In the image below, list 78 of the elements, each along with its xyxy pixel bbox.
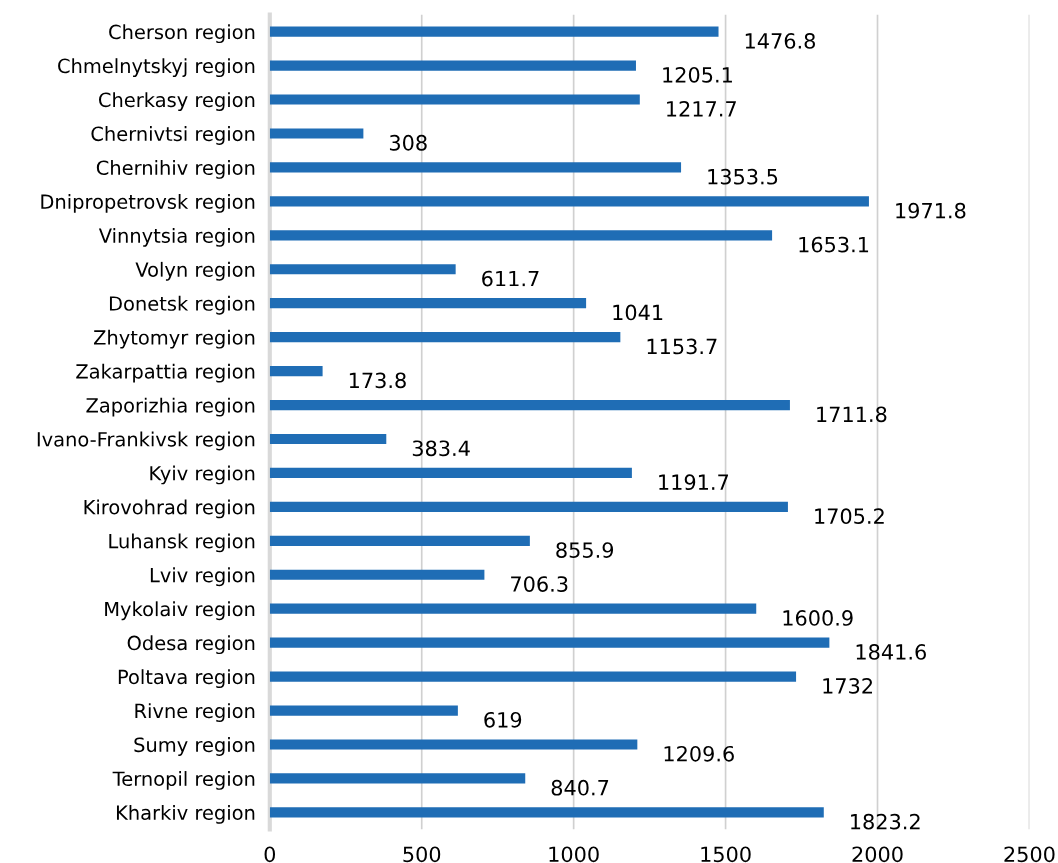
data-label: 1841.6 [856, 644, 926, 660]
x-tick-label: 1000 [549, 846, 599, 863]
bar [269, 399, 790, 411]
bar [269, 569, 485, 580]
bar [269, 807, 824, 818]
y-tick-label: Luhansk region [109, 533, 255, 553]
y-tick-label: Lviv region [150, 567, 255, 587]
x-tick-label: 500 [403, 846, 441, 863]
y-tick-label: Kharkiv region [116, 804, 255, 824]
data-label: 1217.7 [667, 100, 736, 117]
bar [269, 230, 773, 241]
y-tick-label: Vinnytsia region [98, 227, 255, 247]
bar [269, 433, 387, 445]
data-label: 1711.8 [817, 406, 887, 423]
y-tick-label: Kyiv region [150, 465, 255, 485]
data-label: 1971.8 [896, 202, 966, 219]
data-label: 308 [389, 134, 427, 151]
y-tick-label: Poltava region [118, 669, 255, 689]
y-tick-label: Dnipropetrovsk region [41, 193, 255, 213]
bar [269, 467, 632, 479]
x-tick-label: 1500 [701, 846, 751, 863]
y-tick-label: Chernivtsi region [91, 126, 255, 145]
y-tick-label: Rivne region [135, 703, 255, 722]
x-tick-label: 2000 [852, 846, 903, 863]
data-label: 1041 [613, 304, 663, 321]
data-label: 1732 [823, 677, 872, 694]
bar [269, 535, 530, 546]
bar [269, 705, 458, 716]
bar [269, 739, 638, 750]
bar [269, 26, 719, 37]
y-tick-label: Kirovohrad region [84, 499, 255, 519]
data-label: 383.4 [412, 440, 470, 457]
data-label: 1653.1 [799, 236, 869, 253]
data-label: 1476.8 [745, 33, 815, 49]
data-label: 840.7 [551, 779, 609, 796]
bar [269, 773, 526, 784]
bar [269, 501, 788, 512]
bar [269, 332, 621, 343]
y-tick-label: Ternopil region [112, 771, 255, 790]
bar [269, 196, 869, 207]
data-label: 1205.1 [663, 66, 732, 83]
data-label: 1823.2 [851, 813, 920, 830]
bar [269, 60, 636, 71]
data-label: 1705.2 [815, 508, 884, 525]
y-tick-label: Zakarpattia region [76, 363, 255, 383]
data-label: 706.3 [511, 576, 568, 592]
bar [269, 298, 587, 309]
y-tick-label: Cherkasy region [98, 92, 255, 111]
bar [269, 637, 830, 648]
y-tick-label: Mykolaiv region [105, 601, 255, 621]
data-label: 855.9 [556, 542, 614, 558]
y-tick-label: Odesa region [127, 635, 255, 655]
y-tick-label: Zhytomyr region [94, 329, 255, 349]
bar [269, 603, 757, 614]
bar [269, 366, 323, 377]
data-label: 1191.7 [659, 474, 729, 491]
bar [269, 162, 682, 173]
data-label: 1600.9 [783, 610, 853, 626]
data-label: 1153.7 [647, 338, 717, 355]
bar [269, 671, 797, 682]
y-tick-label: Sumy region [134, 737, 255, 756]
bar [269, 264, 456, 275]
x-tick-label: 2500 [1004, 846, 1055, 863]
data-label: 619 [484, 711, 522, 728]
y-tick-label: Zaporizhia region [86, 397, 255, 417]
y-tick-label: Chernihiv region [96, 160, 255, 179]
data-label: 611.7 [482, 270, 539, 287]
y-tick-label: Donetsk region [109, 295, 255, 315]
y-tick-label: Ivano-Frankivsk region [37, 431, 255, 451]
data-label: 173.8 [349, 372, 406, 389]
data-label: 1353.5 [708, 168, 778, 185]
bar [269, 128, 364, 139]
bar [269, 94, 640, 105]
data-label: 1209.6 [664, 745, 734, 762]
y-tick-label: Volyn region [135, 261, 255, 281]
x-tick-label: 0 [264, 846, 276, 863]
y-tick-label: Cherson region [109, 24, 255, 44]
y-tick-label: Chmelnytskyj region [58, 58, 255, 78]
